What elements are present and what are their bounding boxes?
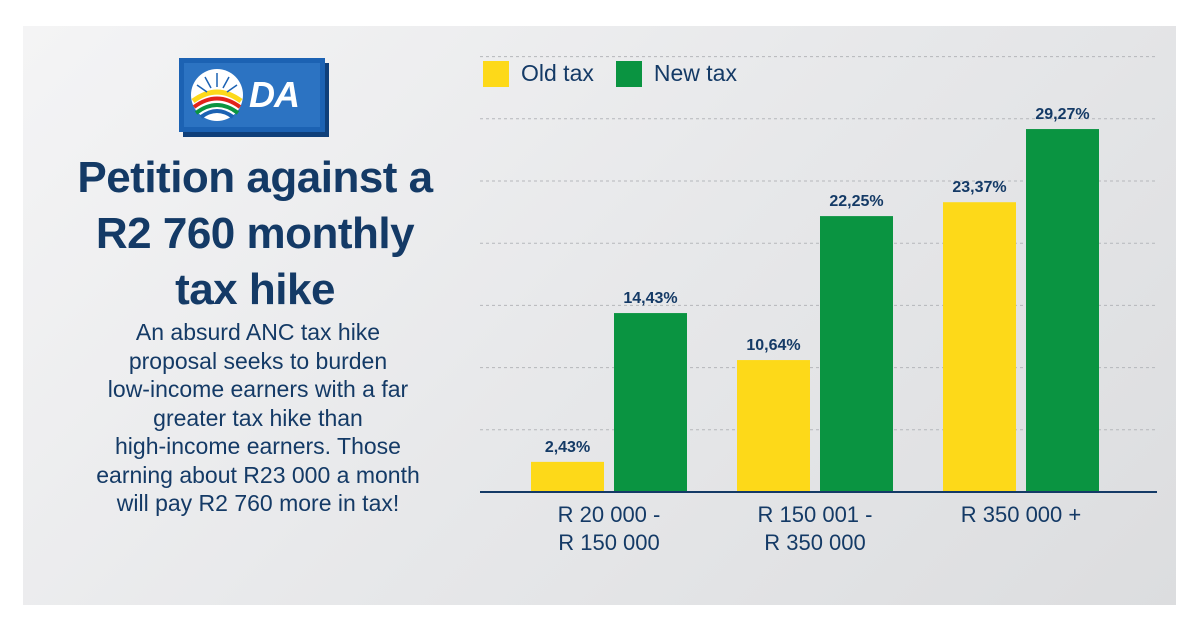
page-title: Petition against a R2 760 monthly tax hi… — [77, 153, 433, 314]
legend-item-new: New tax — [615, 60, 737, 87]
data-label-new-0: 14,43% — [623, 290, 677, 307]
legend-item-old: Old tax — [483, 60, 594, 87]
category-label-2: R 350 000 + — [961, 502, 1081, 527]
bar-new-2 — [1026, 129, 1099, 492]
chart-legend: Old tax New tax — [483, 60, 759, 87]
data-label-new-1: 22,25% — [829, 193, 883, 210]
body-copy: An absurd ANC tax hike proposal seeks to… — [96, 319, 420, 516]
data-label-new-2: 29,27% — [1035, 106, 1089, 123]
legend-label-new: New tax — [653, 60, 737, 86]
sun-icon — [191, 69, 243, 121]
legend-label-old: Old tax — [521, 60, 594, 86]
category-label-0: R 20 000 -R 150 000 — [558, 502, 661, 555]
bar-old-1 — [737, 360, 810, 492]
bar-new-1 — [820, 216, 893, 492]
category-label-1: R 150 001 -R 350 000 — [758, 502, 873, 555]
legend-swatch-old — [483, 60, 509, 87]
data-label-old-2: 23,37% — [952, 179, 1006, 196]
data-label-old-1: 10,64% — [746, 337, 800, 354]
party-logo: DA — [179, 58, 325, 132]
logo-text: DA — [249, 74, 300, 115]
bar-new-0 — [614, 313, 687, 492]
legend-swatch-new — [615, 60, 642, 87]
bar-old-2 — [943, 202, 1016, 492]
data-label-old-0: 2,43% — [545, 439, 590, 456]
bar-old-0 — [531, 461, 604, 492]
